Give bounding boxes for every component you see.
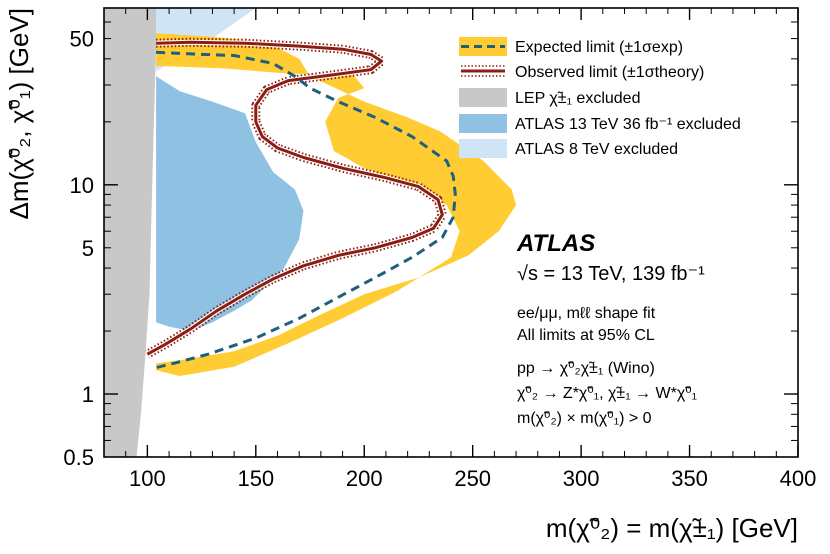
- annotation-line-4: χ̃⁰₂ → Z*χ̃⁰₁, χ̃±₁ → W*χ̃⁰₁: [517, 385, 697, 402]
- x-tick-label: 300: [563, 466, 600, 491]
- plot-regions: [104, 8, 517, 457]
- axis-ticks: 100 150 200 250 300 350 400 0.5 1 5 10 50: [63, 8, 816, 491]
- x-tick-label: 400: [780, 466, 817, 491]
- annotation-line-1: ee/μμ, mℓℓ shape fit: [517, 305, 656, 322]
- x-axis-title: m(χ̃⁰₂) = m(χ̃±₁) [GeV]: [546, 513, 798, 543]
- energy-luminosity-label: √s = 13 TeV, 139 fb⁻¹: [517, 263, 705, 285]
- annotation-line-2: All limits at 95% CL: [517, 327, 655, 344]
- annotation-line-3: pp → χ̃⁰₂χ̃±₁ (Wino): [517, 360, 655, 377]
- lep-excluded-region: [104, 8, 157, 457]
- limit-contours: [145, 37, 457, 370]
- legend-label-atlas13: ATLAS 13 TeV 36 fb⁻¹ excluded: [515, 116, 741, 133]
- legend-label-observed: Observed limit (±1σtheory): [515, 64, 704, 81]
- y-axis-title: Δm(χ̃⁰₂, χ̃⁰₁) [GeV]: [4, 8, 34, 220]
- experiment-label: ATLAS: [516, 230, 595, 257]
- legend-label-lep: LEP χ̃±₁ excluded: [515, 90, 640, 107]
- legend-swatch-atlas13: [459, 114, 507, 133]
- y-tick-label: 0.5: [63, 445, 94, 470]
- x-tick-label: 250: [454, 466, 491, 491]
- x-tick-label: 150: [237, 466, 274, 491]
- annotation-block: ATLAS √s = 13 TeV, 139 fb⁻¹ ee/μμ, mℓℓ s…: [516, 230, 705, 427]
- y-tick-label: 50: [70, 27, 94, 52]
- y-tick-label: 1: [82, 382, 94, 407]
- expected-limit-line: [153, 50, 457, 370]
- x-tick-label: 200: [346, 466, 383, 491]
- legend-swatch-expected-band: [459, 37, 507, 56]
- x-tick-label: 350: [671, 466, 708, 491]
- y-tick-label: 5: [82, 236, 94, 261]
- annotation-line-5: m(χ̃⁰₂) × m(χ̃⁰₁) > 0: [517, 410, 652, 427]
- legend-swatch-lep: [459, 88, 507, 107]
- legend-label-expected: Expected limit (±1σexp): [515, 39, 683, 56]
- legend-swatch-atlas8: [459, 139, 507, 158]
- x-tick-label: 100: [129, 466, 166, 491]
- expected-limit-band: [156, 33, 517, 377]
- atlas-13tev-36fb-excluded-region: [156, 76, 304, 331]
- y-tick-label: 10: [70, 173, 94, 198]
- legend: Expected limit (±1σexp) Observed limit (…: [459, 37, 741, 158]
- legend-label-atlas8: ATLAS 8 TeV excluded: [515, 141, 678, 158]
- observed-limit-line: [146, 40, 444, 356]
